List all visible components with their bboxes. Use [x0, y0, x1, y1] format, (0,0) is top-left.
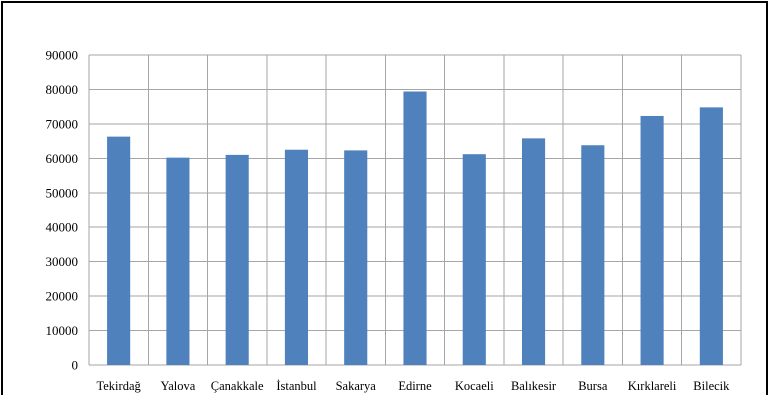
x-tick-label: Yalova [160, 379, 195, 393]
bar [225, 154, 249, 365]
bar [581, 145, 605, 365]
bar [640, 115, 664, 365]
x-tick-label: Balıkesir [511, 379, 557, 393]
y-tick-label: 40000 [46, 220, 79, 235]
x-tick-labels: Tekirdağ Yalova Çanakkale İstanbul Sakarya Ed… [97, 379, 731, 393]
x-tick-label: İstanbul [276, 379, 317, 393]
y-tick-label: 50000 [46, 185, 79, 200]
bar [521, 138, 546, 365]
bar-layer [107, 91, 723, 365]
bar [284, 149, 309, 365]
x-tick-label: Bilecik [693, 379, 730, 393]
y-tick-label: 80000 [46, 82, 79, 97]
y-tick-label: 30000 [46, 254, 79, 269]
bar [166, 157, 190, 365]
y-tick-label: 20000 [46, 289, 79, 304]
bar [699, 107, 723, 365]
y-tick-label: 0 [72, 358, 79, 373]
grid-layer [88, 54, 742, 366]
x-tick-label: Bursa [578, 379, 608, 393]
x-tick-label: Sakarya [336, 379, 377, 393]
x-tick-label: Çanakkale [211, 379, 264, 393]
y-tick-label: 90000 [46, 48, 79, 63]
bar [462, 154, 486, 365]
x-tick-label: Tekirdağ [97, 379, 142, 393]
x-tick-label: Kocaeli [455, 379, 494, 393]
y-tick-label: 70000 [46, 116, 79, 131]
x-tick-label: Kırklareli [628, 379, 677, 393]
bar [107, 136, 131, 365]
bar [403, 91, 427, 365]
x-tick-label: Edirne [398, 379, 432, 393]
y-tick-label: 10000 [46, 323, 79, 338]
y-tick-labels: 0 10000 20000 30000 40000 50000 60000 70000 8000… [46, 48, 79, 373]
y-tick-label: 60000 [46, 151, 79, 166]
bar [344, 150, 368, 365]
